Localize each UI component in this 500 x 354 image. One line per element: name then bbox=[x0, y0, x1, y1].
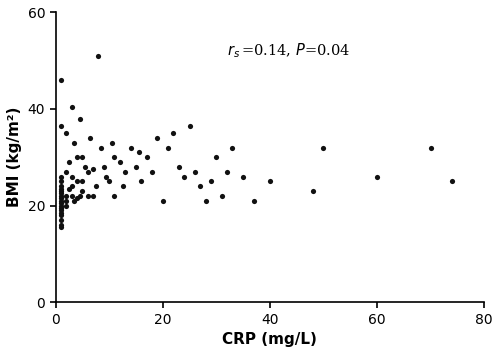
Point bbox=[138, 178, 145, 184]
Point bbox=[218, 193, 226, 199]
Point bbox=[148, 169, 156, 175]
Point bbox=[73, 195, 81, 201]
Point bbox=[175, 164, 183, 170]
Point bbox=[266, 178, 274, 184]
Point bbox=[239, 174, 247, 179]
Point bbox=[57, 198, 65, 204]
Point bbox=[132, 164, 140, 170]
Point bbox=[65, 186, 73, 192]
Point bbox=[196, 183, 204, 189]
Point bbox=[212, 154, 220, 160]
Point bbox=[78, 178, 86, 184]
Point bbox=[309, 188, 317, 194]
Point bbox=[62, 130, 70, 136]
Point bbox=[57, 203, 65, 209]
Point bbox=[108, 140, 116, 145]
Point bbox=[68, 183, 76, 189]
Point bbox=[65, 159, 73, 165]
Point bbox=[57, 212, 65, 218]
Point bbox=[223, 169, 231, 175]
Point bbox=[118, 183, 126, 189]
Point bbox=[86, 135, 94, 141]
Point bbox=[158, 198, 166, 204]
Point bbox=[102, 174, 110, 179]
Point bbox=[180, 174, 188, 179]
Point bbox=[92, 183, 100, 189]
Point bbox=[68, 193, 76, 199]
Point bbox=[89, 193, 97, 199]
Point bbox=[105, 178, 113, 184]
Point bbox=[57, 222, 65, 228]
Point bbox=[116, 159, 124, 165]
Point bbox=[81, 164, 89, 170]
Point bbox=[73, 154, 81, 160]
Point bbox=[126, 145, 134, 150]
Point bbox=[70, 140, 78, 145]
Point bbox=[100, 164, 108, 170]
Point bbox=[68, 104, 76, 109]
Point bbox=[250, 198, 258, 204]
Point bbox=[142, 154, 150, 160]
Point bbox=[57, 183, 65, 189]
Point bbox=[57, 205, 65, 211]
Point bbox=[57, 174, 65, 179]
Point bbox=[70, 198, 78, 204]
Point bbox=[57, 224, 65, 230]
Point bbox=[134, 150, 142, 155]
Point bbox=[170, 130, 177, 136]
Point bbox=[68, 174, 76, 179]
Point bbox=[448, 178, 456, 184]
Point bbox=[62, 198, 70, 204]
Y-axis label: BMI (kg/m²): BMI (kg/m²) bbox=[7, 107, 22, 207]
Point bbox=[154, 135, 162, 141]
Text: $\it{r}_s\/$=0.14, $\it{P}$=0.04: $\it{r}_s\/$=0.14, $\it{P}$=0.04 bbox=[227, 41, 350, 60]
Point bbox=[57, 217, 65, 223]
Point bbox=[426, 145, 434, 150]
Point bbox=[94, 53, 102, 59]
Point bbox=[76, 193, 84, 199]
Point bbox=[186, 123, 194, 129]
Point bbox=[110, 193, 118, 199]
Point bbox=[57, 178, 65, 184]
Point bbox=[57, 200, 65, 206]
Point bbox=[57, 186, 65, 192]
Point bbox=[57, 188, 65, 194]
Point bbox=[73, 178, 81, 184]
Point bbox=[78, 188, 86, 194]
Point bbox=[202, 198, 209, 204]
Point bbox=[57, 210, 65, 216]
Point bbox=[57, 193, 65, 199]
X-axis label: CRP (mg/L): CRP (mg/L) bbox=[222, 332, 318, 347]
Point bbox=[57, 77, 65, 83]
Point bbox=[57, 123, 65, 129]
Point bbox=[62, 203, 70, 209]
Point bbox=[207, 178, 215, 184]
Point bbox=[84, 169, 92, 175]
Point bbox=[228, 145, 236, 150]
Point bbox=[62, 169, 70, 175]
Point bbox=[57, 191, 65, 196]
Point bbox=[121, 169, 129, 175]
Point bbox=[373, 174, 381, 179]
Point bbox=[62, 193, 70, 199]
Point bbox=[78, 154, 86, 160]
Point bbox=[320, 145, 328, 150]
Point bbox=[97, 145, 105, 150]
Point bbox=[57, 195, 65, 201]
Point bbox=[191, 169, 199, 175]
Point bbox=[89, 166, 97, 172]
Point bbox=[57, 207, 65, 213]
Point bbox=[76, 116, 84, 121]
Point bbox=[84, 193, 92, 199]
Point bbox=[110, 154, 118, 160]
Point bbox=[164, 145, 172, 150]
